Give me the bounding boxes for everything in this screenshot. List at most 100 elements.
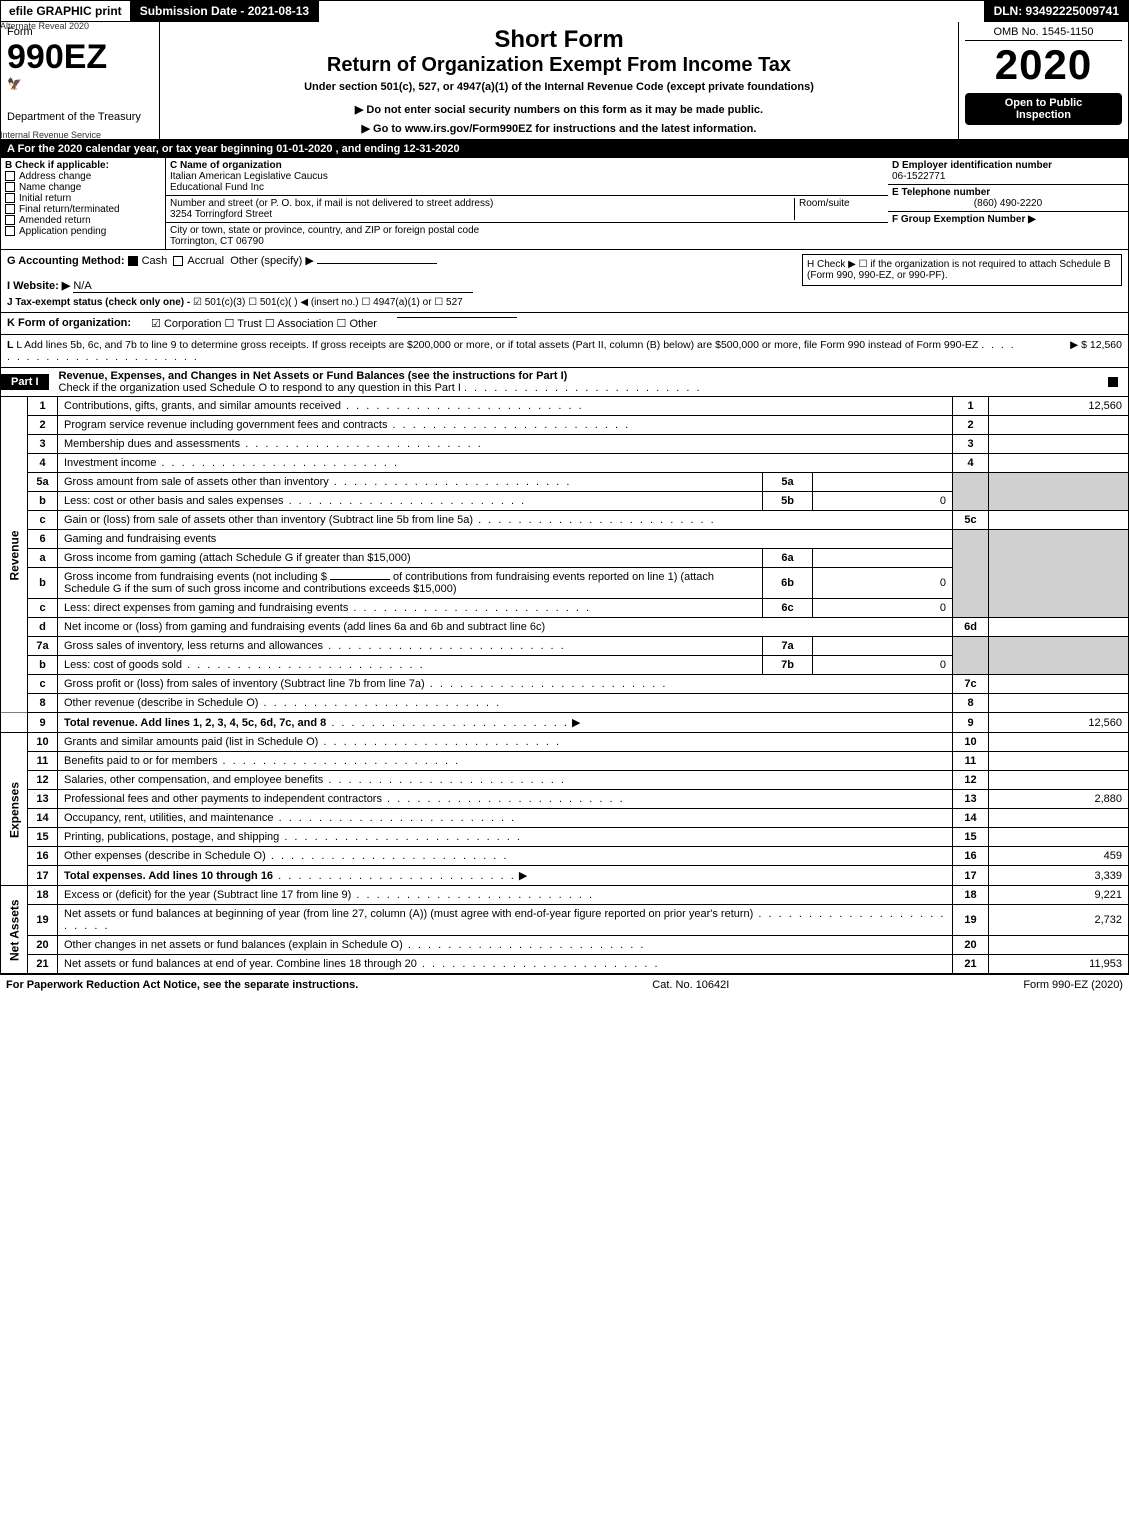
ln-6d-rn: 6d (953, 618, 989, 637)
city-state-zip: Torrington, CT 06790 (170, 236, 264, 247)
ln-14-num: 14 (28, 809, 58, 828)
ln-19-rn: 19 (953, 905, 989, 936)
ln-9-arrow-icon: ▶ (572, 717, 580, 729)
ln-4-rn: 4 (953, 454, 989, 473)
ln-6b-contrib-input[interactable] (330, 579, 390, 580)
chk-accrual[interactable] (173, 256, 183, 266)
ln-3-amt (989, 435, 1129, 454)
row-l-text: L Add lines 5b, 6c, and 7b to line 9 to … (16, 339, 978, 351)
header-center-cell: Short Form Return of Organization Exempt… (160, 22, 959, 139)
ein-value: 06-1522771 (892, 171, 945, 182)
ln-21-desc: Net assets or fund balances at end of ye… (64, 958, 417, 970)
ln-16-desc: Other expenses (describe in Schedule O) (64, 850, 266, 862)
ln-5b-num: b (28, 492, 58, 511)
ln-18-desc: Excess or (deficit) for the year (Subtra… (64, 889, 351, 901)
ln-6d-num: d (28, 618, 58, 637)
ln-14-desc: Occupancy, rent, utilities, and maintena… (64, 812, 274, 824)
ln-13-rn: 13 (953, 790, 989, 809)
expenses-section-label: Expenses (1, 733, 28, 886)
ln-2-desc: Program service revenue including govern… (64, 419, 387, 431)
line-2: 2 Program service revenue including gove… (1, 416, 1129, 435)
ln-5c-desc: Gain or (loss) from sale of assets other… (64, 514, 473, 526)
ln-21-amt: 11,953 (989, 955, 1129, 974)
line-5c: c Gain or (loss) from sale of assets oth… (1, 511, 1129, 530)
other-method-input[interactable] (317, 263, 437, 264)
footer-catalog: Cat. No. 10642I (652, 979, 729, 991)
ln-4-desc: Investment income (64, 457, 156, 469)
ln-7a-box: 7a (763, 637, 813, 656)
ln-5a-desc: Gross amount from sale of assets other t… (64, 476, 329, 488)
row-k-label: K Form of organization: (7, 317, 131, 329)
chk-final-return[interactable] (5, 204, 15, 214)
subtitle: Under section 501(c), 527, or 4947(a)(1)… (166, 81, 952, 93)
row-h-box: H Check ▶ ☐ if the organization is not r… (802, 254, 1122, 286)
row-a-period: A For the 2020 calendar year, or tax yea… (0, 140, 1129, 158)
ln-5a-box: 5a (763, 473, 813, 492)
chk-initial-return[interactable] (5, 193, 15, 203)
ln-6-num: 6 (28, 530, 58, 549)
row-j-options: ☑ 501(c)(3) ☐ 501(c)( ) ◀ (insert no.) ☐… (193, 297, 463, 308)
line-13: 13 Professional fees and other payments … (1, 790, 1129, 809)
ln-7c-rn: 7c (953, 675, 989, 694)
opt-application-pending: Application pending (19, 226, 106, 237)
goto-link[interactable]: ▶ Go to www.irs.gov/Form990EZ for instru… (166, 122, 952, 135)
line-6: 6 Gaming and fundraising events (1, 530, 1129, 549)
ln-7b-box: 7b (763, 656, 813, 675)
ln-6a-box: 6a (763, 549, 813, 568)
row-j-label: J Tax-exempt status (check only one) - (7, 297, 190, 308)
chk-amended-return[interactable] (5, 215, 15, 225)
opt-cash: Cash (142, 255, 168, 267)
line-10: Expenses 10 Grants and similar amounts p… (1, 733, 1129, 752)
footer-form-id: Form 990-EZ (2020) (1023, 979, 1123, 991)
line-3: 3 Membership dues and assessments 3 (1, 435, 1129, 454)
chk-address-change[interactable] (5, 171, 15, 181)
ln-6d-desc: Net income or (loss) from gaming and fun… (58, 618, 953, 637)
ln-5b-mid: 0 (813, 492, 953, 511)
top-bar: efile GRAPHIC print Submission Date - 20… (0, 0, 1129, 22)
other-org-input[interactable] (397, 317, 517, 318)
ln-12-amt (989, 771, 1129, 790)
form-number: 990EZ (7, 38, 153, 77)
line-16: 16 Other expenses (describe in Schedule … (1, 847, 1129, 866)
header-right-cell: OMB No. 1545-1150 2020 Open to Public In… (959, 22, 1129, 139)
line-17: 17 Total expenses. Add lines 10 through … (1, 866, 1129, 886)
row-g-label: G Accounting Method: (7, 255, 125, 267)
ln-6-rn-shade (953, 530, 989, 618)
line-21: 21 Net assets or fund balances at end of… (1, 955, 1129, 974)
ln-21-rn: 21 (953, 955, 989, 974)
opt-address-change: Address change (19, 171, 91, 182)
ln-16-num: 16 (28, 847, 58, 866)
tax-year: 2020 (965, 41, 1122, 89)
ln-3-rn: 3 (953, 435, 989, 454)
chk-application-pending[interactable] (5, 226, 15, 236)
inspect-line2: Inspection (969, 109, 1118, 121)
row-k: K Form of organization: ☑ Corporation ☐ … (0, 313, 1129, 335)
ln-17-rn: 17 (953, 866, 989, 886)
line-4: 4 Investment income 4 (1, 454, 1129, 473)
alternate-reveal-tag: Alternate Reveal 2020 (0, 21, 89, 31)
page-footer: For Paperwork Reduction Act Notice, see … (0, 974, 1129, 995)
ln-7ab-rn-shade (953, 637, 989, 675)
line-7a: 7a Gross sales of inventory, less return… (1, 637, 1129, 656)
ln-1-desc: Contributions, gifts, grants, and simila… (64, 400, 341, 412)
ln-13-desc: Professional fees and other payments to … (64, 793, 382, 805)
ln-9-num: 9 (28, 713, 58, 733)
chk-cash[interactable] (128, 256, 138, 266)
ln-17-arrow-icon: ▶ (519, 870, 527, 882)
chk-name-change[interactable] (5, 182, 15, 192)
row-i-label: I Website: ▶ (7, 280, 70, 292)
title-short: Short Form (166, 26, 952, 54)
ln-5b-box: 5b (763, 492, 813, 511)
ln-7b-num: b (28, 656, 58, 675)
form-header: Form 990EZ 🦅 Department of the Treasury … (0, 22, 1129, 140)
ln-13-num: 13 (28, 790, 58, 809)
part-1-label: Part I (1, 374, 49, 390)
row-l: L L Add lines 5b, 6c, and 7b to line 9 t… (0, 335, 1129, 368)
ln-6a-mid (813, 549, 953, 568)
chk-schedule-o-part1[interactable] (1108, 377, 1118, 387)
ln-10-amt (989, 733, 1129, 752)
efile-print-label[interactable]: efile GRAPHIC print (0, 0, 130, 22)
ln-2-num: 2 (28, 416, 58, 435)
website-value: N/A (73, 280, 473, 293)
line-6d: d Net income or (loss) from gaming and f… (1, 618, 1129, 637)
